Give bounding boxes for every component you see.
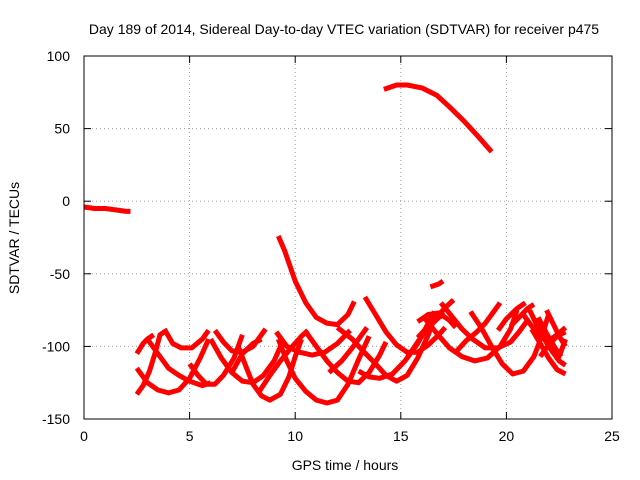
x-tick-label: 20 [499, 428, 515, 444]
axis-ticks [83, 55, 613, 420]
data-trace-arc-6 [134, 332, 156, 356]
data-trace-arc-18 [303, 330, 389, 386]
chart-title: Day 189 of 2014, Sidereal Day-to-day VTE… [89, 21, 599, 37]
data-trace-arc-9 [145, 337, 212, 389]
data-trace-arc-16 [274, 328, 352, 358]
data-trace-arc-1 [83, 204, 131, 214]
data-trace-arc-34 [529, 327, 567, 377]
data-traces [83, 82, 568, 406]
data-trace-arc-11 [208, 337, 285, 386]
data-trace-arc-17 [275, 335, 372, 406]
data-trace-arc-21 [362, 295, 448, 355]
data-trace-arc-8 [162, 327, 211, 351]
y-tick-label: 50 [54, 121, 70, 137]
tick-labels: 0 5 10 15 20 25 -150 -100 -50 0 50 100 [42, 48, 620, 444]
x-tick-label: 0 [80, 428, 88, 444]
data-trace-arc-19 [327, 326, 370, 375]
plot-frame [83, 55, 613, 420]
grid-lines [84, 56, 612, 419]
data-trace-arc-26 [422, 309, 520, 364]
x-axis-label: GPS time / hours [292, 457, 399, 473]
data-trace-arc-27 [438, 301, 530, 351]
data-trace-arc-7 [134, 338, 211, 396]
data-trace-arc-5 [134, 329, 166, 396]
x-tick-label: 5 [186, 428, 194, 444]
x-tick-label: 10 [287, 428, 303, 444]
data-trace-arc-38 [554, 338, 568, 362]
y-tick-label: -100 [42, 338, 70, 354]
x-tick-label: 15 [393, 428, 409, 444]
x-tick-label: 25 [604, 428, 620, 444]
data-trace-arc-2 [383, 82, 494, 154]
data-trace-arc-10 [187, 333, 245, 387]
y-axis-label: SDTVAR / TECUs [6, 182, 22, 294]
y-tick-label: -150 [42, 411, 70, 427]
y-tick-label: -50 [50, 266, 70, 282]
data-trace-arc-30 [495, 300, 527, 332]
y-tick-label: 0 [62, 193, 70, 209]
data-trace-arc-14 [229, 336, 263, 374]
data-trace-arc-31 [508, 302, 536, 328]
y-tick-label: 100 [47, 48, 71, 64]
data-trace-arc-4 [429, 279, 445, 290]
data-trace-arc-25 [415, 298, 456, 340]
data-trace-arc-3 [276, 235, 357, 328]
data-trace-arc-13 [235, 338, 304, 403]
